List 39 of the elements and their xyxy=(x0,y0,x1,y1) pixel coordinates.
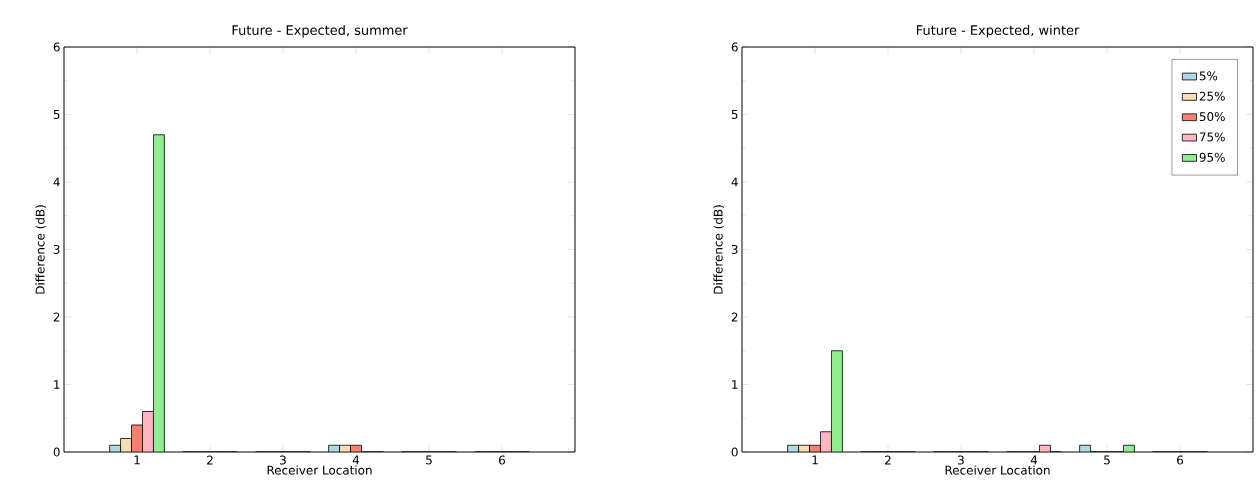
y-tick-label: 3 xyxy=(731,244,738,255)
y-tick-label: 6 xyxy=(53,42,60,52)
y-tick-label: 0 xyxy=(731,447,738,457)
x-tick-label: 2 xyxy=(885,455,891,465)
legend-label: 95% xyxy=(1199,152,1225,162)
x-tick-label: 3 xyxy=(958,455,964,465)
y-axis-title: Difference (dB) xyxy=(713,205,725,294)
y-tick-label: 2 xyxy=(53,312,60,322)
x-tick-label: 1 xyxy=(134,455,140,465)
x-tick-label: 4 xyxy=(1030,455,1038,465)
chart-title: Future - Expected, summer xyxy=(232,24,408,38)
legend-label: 25% xyxy=(1199,91,1225,101)
x-tick-label: 6 xyxy=(1177,455,1184,465)
x-tick-label: 5 xyxy=(426,455,432,465)
y-axis-title: Difference (dB) xyxy=(35,205,47,294)
y-tick-label: 6 xyxy=(731,42,738,52)
x-axis-title: Receiver Location xyxy=(267,465,372,475)
x-tick-label: 2 xyxy=(207,455,213,465)
y-tick-label: 5 xyxy=(53,110,60,119)
y-tick-label: 4 xyxy=(731,177,738,187)
x-tick-label: 4 xyxy=(352,455,360,465)
bar xyxy=(153,134,165,452)
y-tick-label: 1 xyxy=(732,380,738,389)
y-tick-label: 1 xyxy=(54,380,60,389)
x-tick-label: 6 xyxy=(499,455,506,465)
x-tick-label: 1 xyxy=(812,455,818,465)
y-tick-label: 4 xyxy=(53,177,60,187)
y-tick-label: 0 xyxy=(53,447,60,457)
legend-label: 5% xyxy=(1199,71,1218,81)
y-tick-label: 3 xyxy=(53,244,60,255)
bar xyxy=(831,350,843,452)
x-tick-label: 3 xyxy=(280,455,286,465)
y-tick-label: 5 xyxy=(731,110,738,119)
legend-label: 50% xyxy=(1199,112,1225,122)
y-tick-label: 2 xyxy=(731,312,738,322)
chart-title: Future - Expected, winter xyxy=(916,24,1080,38)
legend-label: 75% xyxy=(1199,132,1225,142)
x-tick-label: 5 xyxy=(1104,455,1110,465)
x-axis-title: Receiver Location xyxy=(945,465,1050,475)
